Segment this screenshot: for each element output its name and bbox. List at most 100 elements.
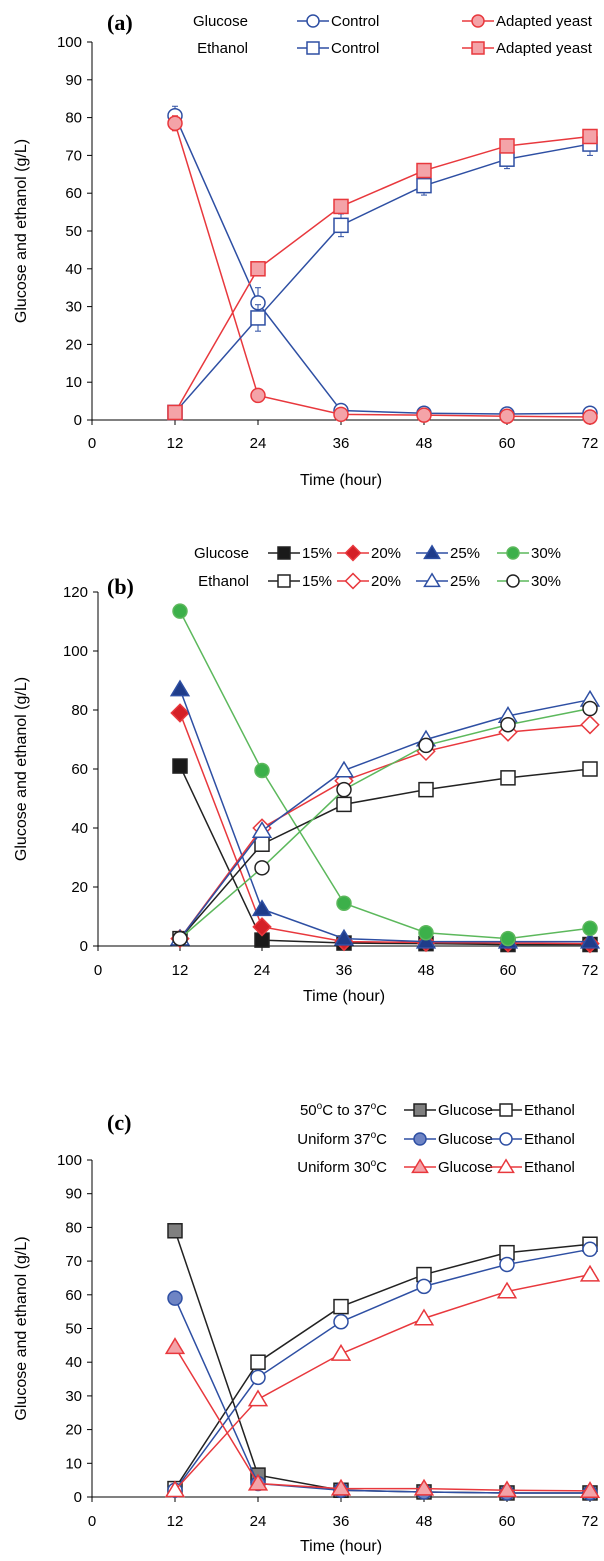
y-tick-label: 40 (65, 1354, 82, 1371)
series-line (174, 1297, 590, 1494)
data-point (250, 1354, 266, 1370)
data-point (247, 1473, 269, 1491)
y-tick-label: 80 (65, 110, 82, 127)
y-tick-label: 100 (57, 34, 82, 51)
series-line (179, 724, 591, 940)
y-tick-label: 40 (71, 820, 88, 837)
legend-entry-label: 20% (371, 545, 401, 562)
data-point (582, 1241, 598, 1258)
series-line (174, 1346, 591, 1492)
y-tick-label: 20 (65, 1422, 82, 1439)
series-50oc-to-37oc-glucose (167, 1223, 598, 1501)
y-tick-label: 0 (74, 412, 82, 429)
y-axis-label: Glucose and ethanol (g/L) (13, 139, 30, 323)
data-point (333, 760, 355, 778)
legend-marker (413, 1103, 427, 1117)
data-point (333, 928, 355, 946)
x-tick-label: 0 (94, 962, 102, 979)
data-point (413, 1308, 435, 1326)
data-point (580, 715, 600, 735)
data-point (579, 1481, 601, 1498)
legend-marker (471, 14, 485, 28)
data-point (415, 931, 437, 949)
y-tick-label: 0 (80, 938, 88, 955)
legend-marker (411, 1158, 429, 1174)
legend-marker (506, 574, 520, 588)
panel-label: (c) (107, 1110, 131, 1135)
data-point (336, 796, 352, 813)
data-point (330, 1343, 352, 1361)
x-tick-label: 48 (416, 1513, 433, 1530)
data-point (499, 1256, 515, 1273)
x-tick-label: 72 (582, 435, 599, 452)
series-line (174, 135, 591, 413)
y-tick-label: 90 (65, 1186, 82, 1203)
data-point (579, 1264, 601, 1282)
panel-label: (b) (107, 574, 134, 599)
y-tick-label: 60 (65, 1287, 82, 1304)
data-point (418, 737, 434, 754)
data-point (582, 409, 598, 425)
legend-row-label: 50oC to 37oC (300, 1101, 387, 1119)
series-uniform-30oc-ethanol (164, 1264, 601, 1498)
legend-marker (277, 546, 291, 560)
x-tick-label: 24 (250, 1513, 267, 1530)
legend-marker (306, 14, 320, 28)
data-point (496, 1281, 518, 1299)
series-line (179, 689, 590, 943)
legend-marker (344, 544, 362, 562)
series-uniform-37oc-glucose (167, 1290, 598, 1501)
x-tick-label: 0 (88, 435, 96, 452)
y-tick-label: 10 (65, 374, 82, 391)
data-point (579, 931, 601, 949)
series-line (179, 765, 590, 946)
data-point (499, 138, 515, 154)
data-point (164, 1337, 186, 1355)
data-point (500, 717, 516, 733)
x-axis-label: Time (hour) (303, 988, 385, 1005)
y-tick-label: 100 (57, 1152, 82, 1169)
data-point (416, 1278, 432, 1295)
x-tick-label: 60 (499, 435, 516, 452)
data-point (172, 603, 188, 619)
data-point (250, 310, 266, 326)
chart-panel-a: 0 10 20 30 40 50 60 70 80 90 100 0 12 24 36 48 60 72 Time … (13, 10, 598, 489)
data-point (582, 700, 598, 717)
data-point (170, 703, 190, 723)
data-point (167, 115, 183, 132)
data-point (167, 404, 183, 421)
legend-marker (499, 1103, 513, 1117)
x-tick-label: 12 (172, 962, 189, 979)
series-glucose-adapted-yeast (167, 115, 598, 425)
data-point (418, 781, 434, 798)
series-line (179, 707, 591, 940)
legend-marker (471, 41, 485, 55)
series-ethanol-30- (172, 700, 598, 947)
chart-panel-c: 0 10 20 30 40 50 60 70 80 90 100 0 12 24 36 48 60 72 Time … (13, 1101, 601, 1555)
x-tick-label: 36 (336, 962, 353, 979)
x-tick-label: 12 (167, 435, 184, 452)
data-point (416, 177, 432, 194)
legend-entry-label: Ethanol (524, 1131, 575, 1148)
x-tick-label: 48 (418, 962, 435, 979)
legend-entry-label: Glucose (438, 1131, 493, 1148)
x-tick-label: 36 (333, 1513, 350, 1530)
series-line (179, 768, 591, 940)
data-point (172, 930, 188, 947)
legend-row-label: Glucose (194, 545, 249, 562)
data-point (499, 408, 515, 424)
legend-entry-label: 30% (531, 545, 561, 562)
legend-entry-label: Glucose (438, 1159, 493, 1176)
y-tick-label: 60 (71, 761, 88, 778)
data-point (254, 762, 270, 779)
series-ethanol-20- (170, 715, 600, 949)
data-point (500, 930, 516, 947)
legend-marker (497, 1158, 515, 1174)
data-point (169, 679, 191, 697)
series-ethanol-control (167, 132, 598, 421)
series-line (174, 1230, 590, 1494)
series-50oc-to-37oc-ethanol (167, 1236, 598, 1497)
legend-row-label: Ethanol (198, 573, 249, 590)
data-point (167, 1290, 183, 1306)
